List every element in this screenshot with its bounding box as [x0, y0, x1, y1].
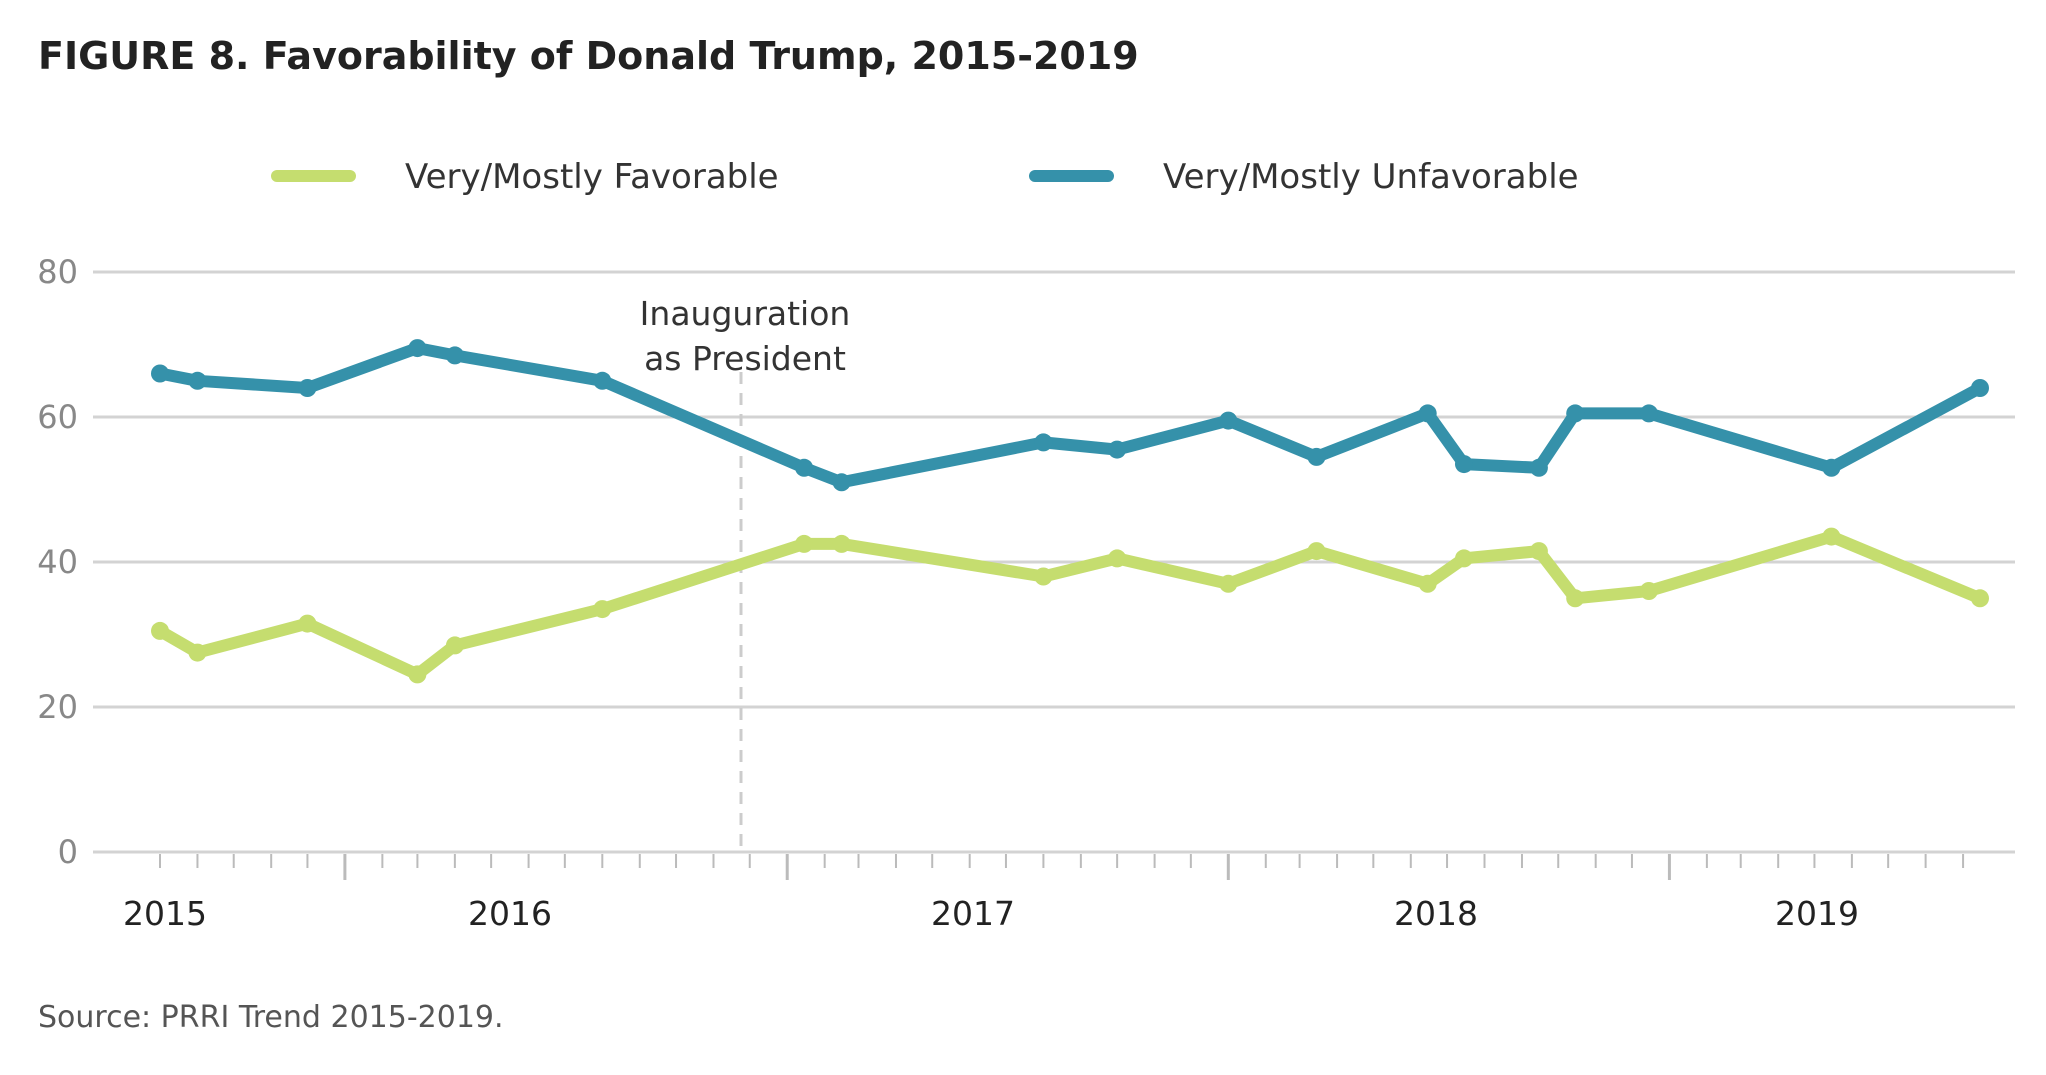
data-point [1566, 404, 1585, 423]
data-point [1971, 379, 1989, 397]
x-axis: 2015 2016 2017 2018 2019 [123, 854, 1965, 933]
data-point [445, 636, 464, 655]
data-point [1307, 447, 1326, 466]
annotation-layer: Inauguration as President [640, 294, 851, 852]
data-point [408, 339, 427, 358]
source-note: Source: PRRI Trend 2015-2019. [38, 1000, 504, 1035]
data-point [593, 371, 612, 390]
data-point [445, 346, 464, 365]
data-point [1034, 567, 1053, 586]
data-point [408, 665, 427, 684]
data-point [298, 614, 317, 633]
data-point [1455, 455, 1473, 474]
annotation-label-line-1: Inauguration [640, 294, 851, 333]
data-point [593, 600, 612, 619]
data-point [832, 473, 851, 492]
data-point [151, 364, 169, 383]
series-favorable [151, 527, 1989, 684]
data-point [298, 379, 317, 397]
data-point [1219, 411, 1238, 430]
y-tick-label-40: 40 [37, 543, 78, 581]
data-point [1108, 549, 1127, 568]
chart-title: FIGURE 8. Favorability of Donald Trump, … [38, 34, 1139, 78]
annotation-label-line-2: as President [644, 339, 846, 378]
legend-label-unfavorable: Very/Mostly Unfavorable [1163, 157, 1579, 197]
data-point [1529, 458, 1548, 477]
data-point [1455, 549, 1473, 568]
data-point [1418, 404, 1437, 423]
data-point [188, 371, 207, 390]
data-point [1639, 404, 1658, 423]
x-tick-label-2016: 2016 [468, 894, 552, 933]
y-tick-label-80: 80 [37, 253, 78, 291]
data-point [1822, 527, 1841, 546]
data-point [1418, 574, 1437, 593]
legend: Very/Mostly Favorable Very/Mostly Unfavo… [271, 157, 1579, 197]
data-point [188, 643, 207, 662]
data-point [1108, 440, 1127, 459]
x-tick-label-2019: 2019 [1775, 894, 1859, 933]
data-point [1219, 574, 1238, 593]
data-point [1566, 589, 1585, 608]
series-line [154, 530, 1986, 681]
data-point [1529, 542, 1548, 561]
grid-layer: 0 20 40 60 80 [37, 253, 2015, 871]
data-point [832, 534, 851, 553]
data-point [795, 458, 814, 477]
data-point [1034, 433, 1053, 452]
data-point [1971, 589, 1989, 608]
data-point [1639, 582, 1658, 600]
series-layer [151, 339, 1989, 684]
data-point [795, 534, 814, 553]
data-point [1307, 542, 1326, 561]
y-tick-label-0: 0 [58, 833, 78, 871]
series-unfavorable [151, 339, 1989, 492]
legend-label-favorable: Very/Mostly Favorable [405, 157, 779, 197]
data-point [151, 621, 169, 640]
x-tick-label-2018: 2018 [1394, 894, 1478, 933]
x-tick-label-2015: 2015 [123, 894, 207, 933]
y-tick-label-20: 20 [37, 688, 78, 726]
series-line [154, 342, 1986, 489]
y-tick-label-60: 60 [37, 398, 78, 436]
x-tick-label-2017: 2017 [931, 894, 1015, 933]
data-point [1822, 458, 1841, 477]
